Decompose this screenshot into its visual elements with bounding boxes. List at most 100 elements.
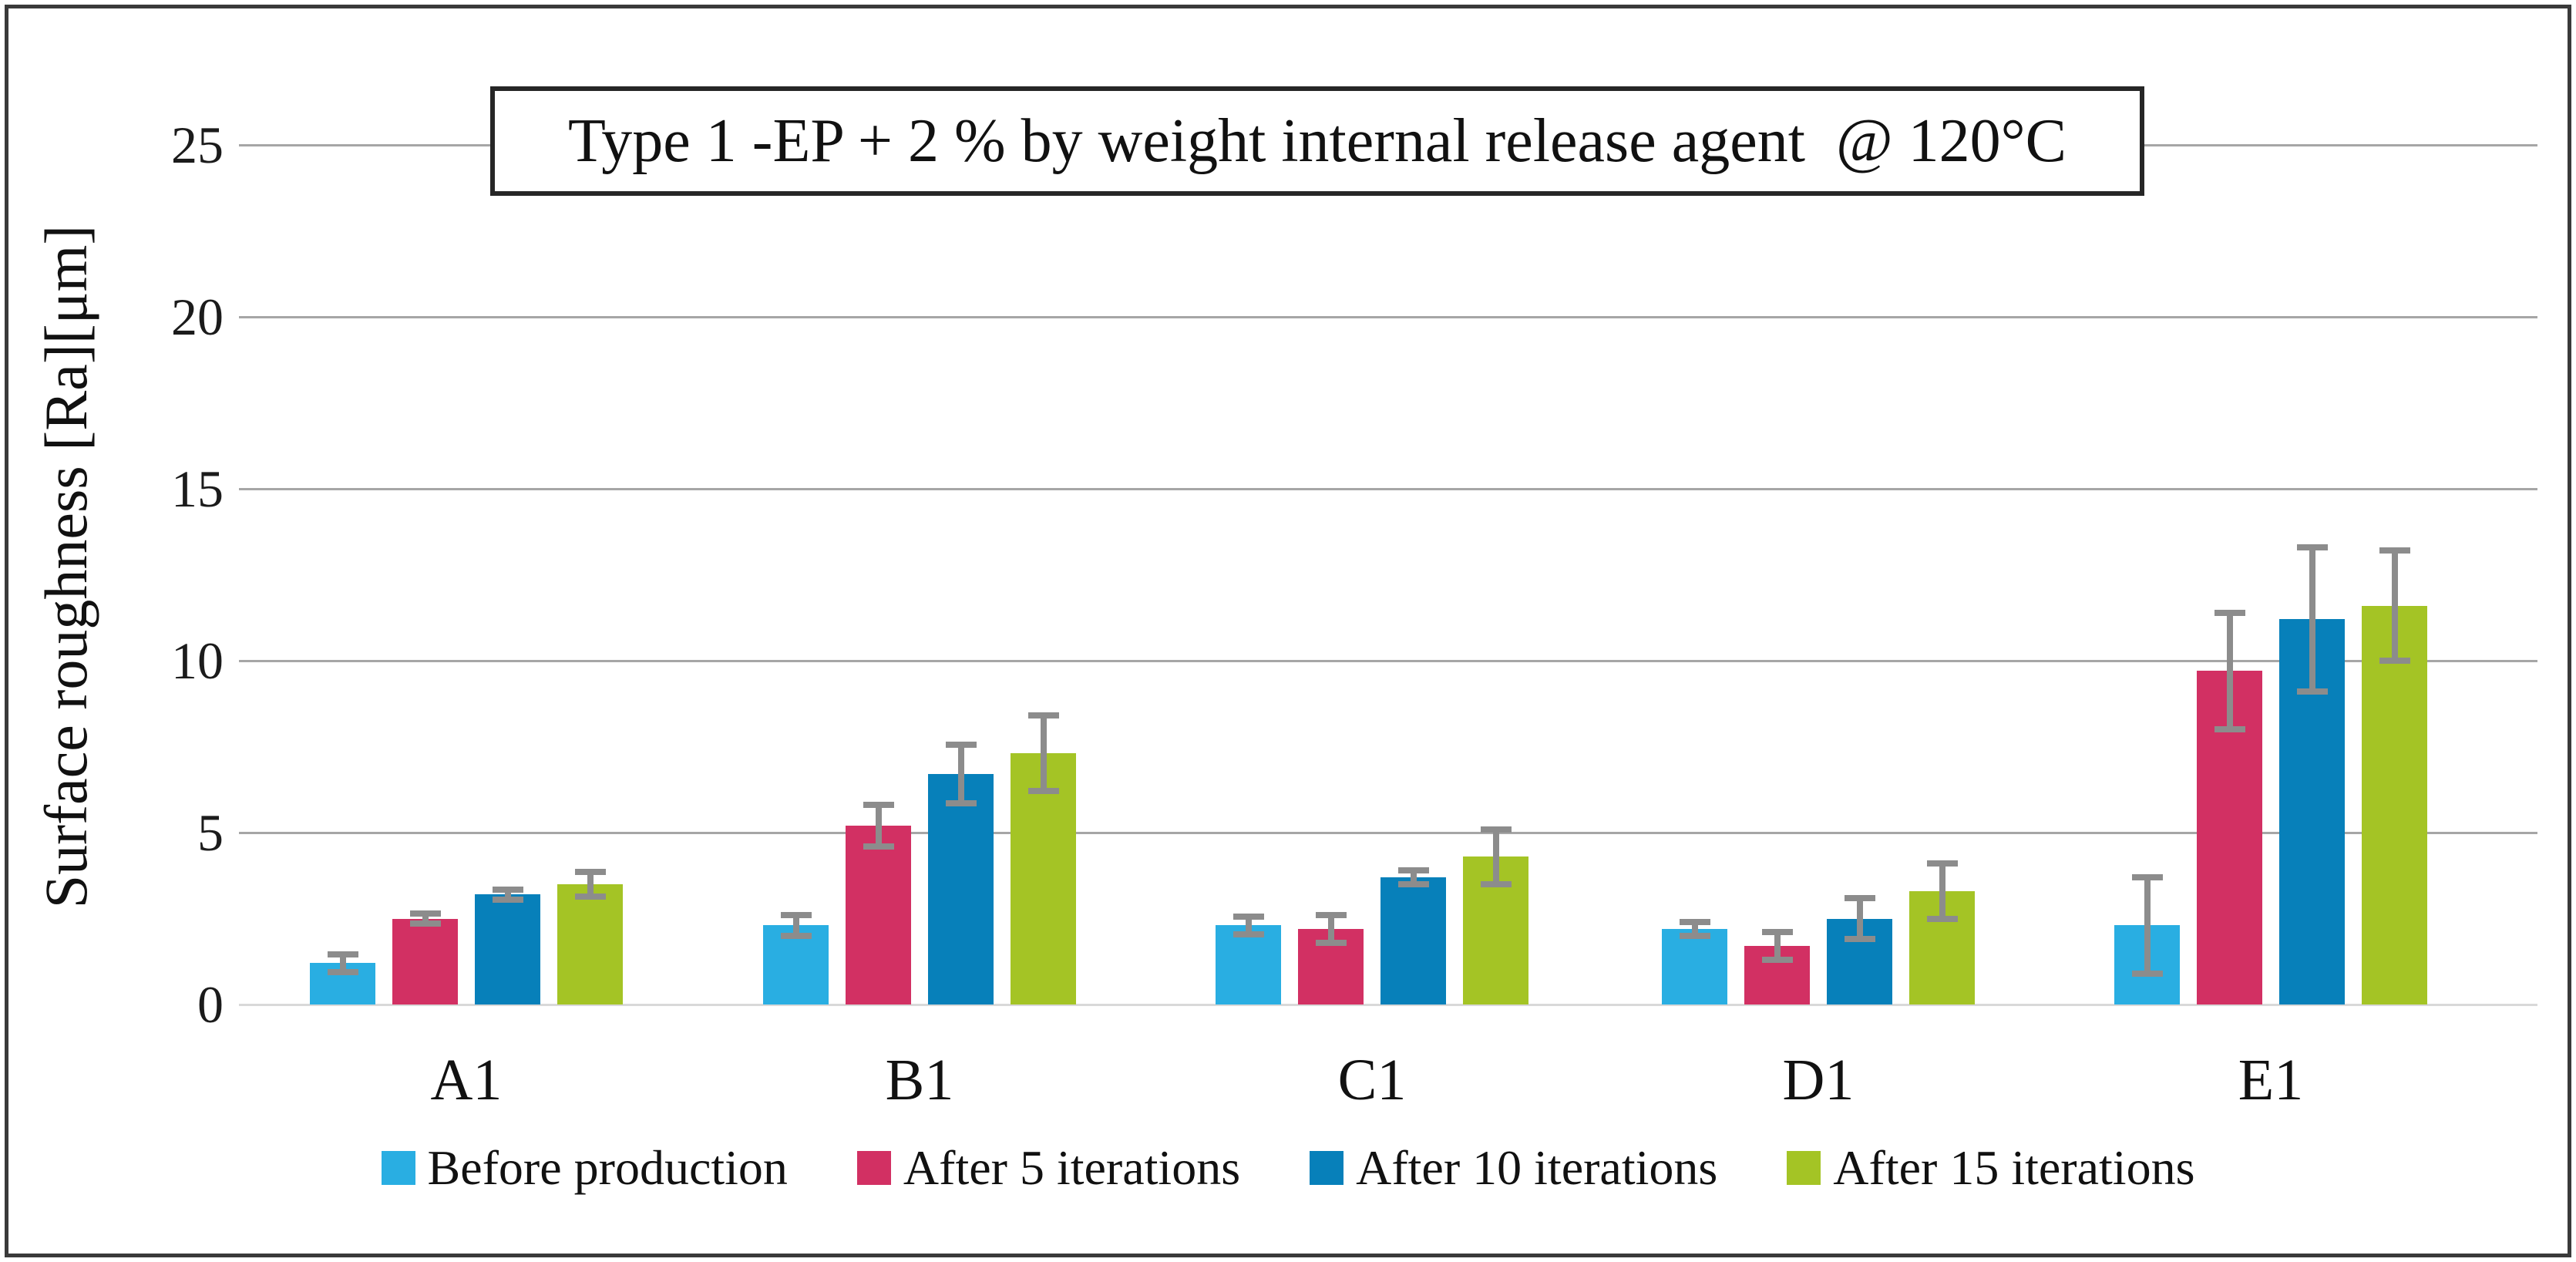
x-axis-line [239, 1004, 2537, 1006]
y-axis-title: Surface roughness [Ra][μm] [32, 224, 99, 909]
y-tick-label: 10 [171, 631, 224, 690]
bar [1380, 877, 1446, 1005]
bar [928, 774, 994, 1005]
legend-item: After 5 iterations [856, 1139, 1241, 1196]
error-bar-cap-bottom [781, 932, 812, 939]
error-bar-stem [876, 805, 882, 846]
error-bar-stem [2144, 877, 2151, 974]
error-bar-cap-top [781, 912, 812, 919]
error-bar-cap-top [1680, 918, 1710, 925]
error-bar-cap-top [1845, 894, 1875, 901]
gridline [239, 488, 2537, 490]
bar [1011, 753, 1076, 1005]
error-bar-cap-top [946, 742, 977, 749]
legend-label: After 5 iterations [903, 1140, 1241, 1195]
error-bar-cap-bottom [493, 896, 523, 903]
error-bar-cap-top [1028, 712, 1059, 719]
bar [2362, 605, 2427, 1005]
legend: Before production After 5 iterations After… [0, 1139, 2576, 1196]
bar [475, 894, 540, 1005]
error-bar-cap-top [863, 802, 894, 809]
error-bar-cap-top [1316, 912, 1347, 919]
gridline [239, 832, 2537, 834]
error-bar-cap-bottom [2214, 726, 2245, 733]
bar [846, 826, 911, 1005]
error-bar-stem [958, 745, 964, 804]
error-bar-stem [1857, 897, 1863, 940]
bar [557, 883, 623, 1005]
error-bar-cap-top [575, 869, 606, 876]
error-bar-cap-bottom [2132, 970, 2163, 977]
error-bar-cap-top [1398, 867, 1429, 874]
error-bar-stem [1692, 921, 1698, 936]
chart-title-box: Type 1 -EP + 2 % by weight internal rele… [490, 86, 2144, 196]
y-tick-label: 0 [197, 975, 224, 1034]
legend-swatch [1787, 1151, 1821, 1185]
error-bar-cap-top [410, 910, 441, 917]
legend-label: After 10 iterations [1356, 1140, 1718, 1195]
error-bar-cap-bottom [2379, 658, 2410, 664]
y-tick-label: 15 [171, 459, 224, 518]
error-bar-stem [1411, 870, 1417, 884]
bar [1216, 925, 1281, 1005]
legend-swatch [1310, 1151, 1344, 1185]
x-category-label: D1 [1782, 1048, 1855, 1112]
x-category-label: E1 [2238, 1048, 2304, 1112]
error-bar-cap-bottom [863, 843, 894, 850]
error-bar-stem [1041, 715, 1047, 792]
error-bar-cap-bottom [328, 968, 358, 975]
error-bar-stem [587, 872, 594, 897]
error-bar-cap-top [1481, 826, 1512, 833]
error-bar-stem [1939, 863, 1945, 919]
error-bar-stem [1774, 932, 1781, 960]
error-bar-stem [2309, 547, 2315, 692]
error-bar-stem [793, 915, 799, 936]
x-category-label: C1 [1337, 1048, 1407, 1112]
error-bar-cap-bottom [1316, 939, 1347, 946]
error-bar-cap-top [328, 951, 358, 958]
legend-label: After 15 iterations [1833, 1140, 2195, 1195]
error-bar-cap-top [1762, 929, 1793, 936]
x-category-label: B1 [885, 1048, 954, 1112]
error-bar-stem [1493, 829, 1499, 884]
error-bar-cap-top [2132, 873, 2163, 880]
legend-swatch [856, 1151, 891, 1185]
y-tick-label: 25 [171, 116, 224, 174]
legend-item: Before production [381, 1139, 788, 1196]
error-bar-cap-bottom [2297, 688, 2328, 695]
error-bar-stem [1246, 917, 1252, 934]
x-category-label: A1 [430, 1048, 503, 1112]
legend-label: Before production [427, 1140, 788, 1195]
legend-item: After 15 iterations [1787, 1139, 2194, 1196]
error-bar-cap-bottom [575, 893, 606, 900]
legend-item: After 10 iterations [1310, 1139, 1717, 1196]
error-bar-cap-bottom [1680, 932, 1710, 939]
error-bar-stem [1328, 915, 1334, 943]
error-bar-cap-bottom [1481, 880, 1512, 887]
error-bar-cap-top [1233, 914, 1264, 920]
y-tick-label: 20 [171, 288, 224, 346]
gridline [239, 660, 2537, 662]
error-bar-stem [2392, 550, 2398, 661]
error-bar-cap-top [2297, 544, 2328, 550]
legend-swatch [381, 1151, 415, 1185]
error-bar-cap-bottom [410, 920, 441, 927]
gridline [239, 316, 2537, 318]
error-bar-cap-bottom [946, 800, 977, 807]
error-bar-cap-top [2214, 609, 2245, 616]
error-bar-stem [340, 954, 346, 972]
error-bar-cap-bottom [1762, 957, 1793, 964]
error-bar-cap-top [2379, 547, 2410, 554]
error-bar-cap-bottom [1398, 880, 1429, 887]
error-bar-stem [505, 889, 511, 900]
error-bar-cap-bottom [1233, 931, 1264, 937]
y-tick-label: 5 [197, 803, 224, 862]
error-bar-cap-bottom [1028, 788, 1059, 795]
error-bar-cap-bottom [1845, 936, 1875, 943]
error-bar-cap-bottom [1927, 915, 1958, 922]
bar [1662, 928, 1727, 1005]
chart-title: Type 1 -EP + 2 % by weight internal rele… [568, 106, 2067, 175]
error-bar-cap-top [1927, 860, 1958, 867]
